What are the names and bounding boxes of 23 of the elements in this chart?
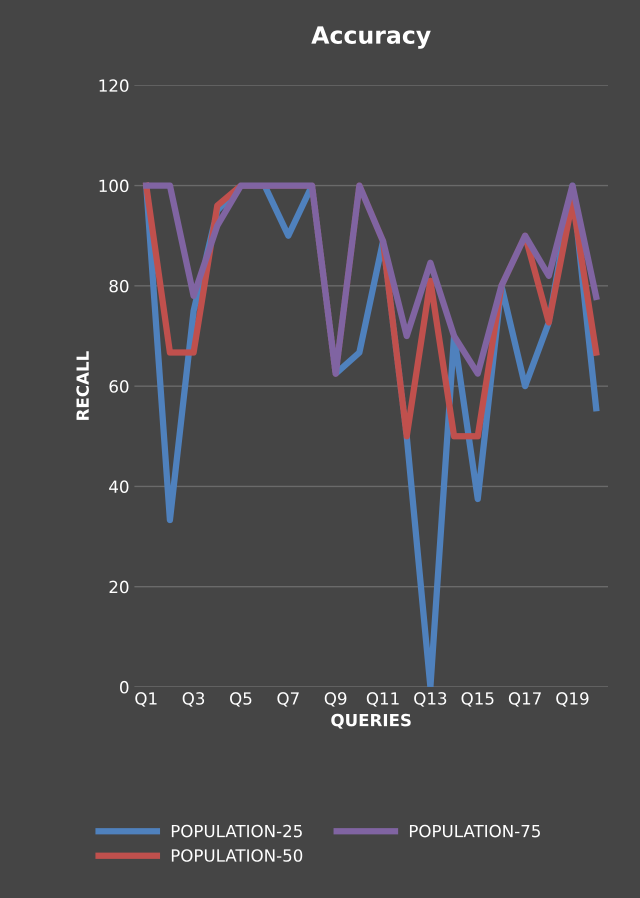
x-tick-label: Q17 bbox=[508, 692, 541, 707]
x-tick-label: Q13 bbox=[414, 692, 446, 707]
x-tick-label: Q15 bbox=[462, 692, 494, 707]
chart-title: Accuracy bbox=[311, 26, 431, 49]
x-tick-label: Q19 bbox=[556, 692, 588, 707]
y-tick-label: 40 bbox=[109, 480, 128, 493]
x-tick-label: Q5 bbox=[230, 692, 252, 707]
y-tick-label: 60 bbox=[109, 380, 128, 393]
legend-label: POPULATION-75 bbox=[410, 824, 540, 838]
y-tick-label: 120 bbox=[100, 79, 128, 92]
x-tick-label: Q9 bbox=[324, 692, 346, 707]
y-tick-label: 100 bbox=[100, 180, 128, 192]
x-axis-title: QUERIES bbox=[331, 714, 411, 729]
y-tick-label: 0 bbox=[120, 680, 128, 694]
y-axis-title: RECALL bbox=[76, 351, 89, 420]
y-tick-label: 80 bbox=[109, 280, 128, 292]
x-tick-label: Q11 bbox=[366, 692, 399, 707]
legend-label: POPULATION-50 bbox=[172, 849, 302, 862]
x-tick-label: Q1 bbox=[135, 692, 157, 707]
x-tick-label: Q3 bbox=[182, 692, 204, 707]
y-tick-label: 20 bbox=[110, 580, 128, 594]
x-tick-label: Q7 bbox=[277, 692, 299, 707]
legend-label: POPULATION-25 bbox=[172, 824, 302, 838]
